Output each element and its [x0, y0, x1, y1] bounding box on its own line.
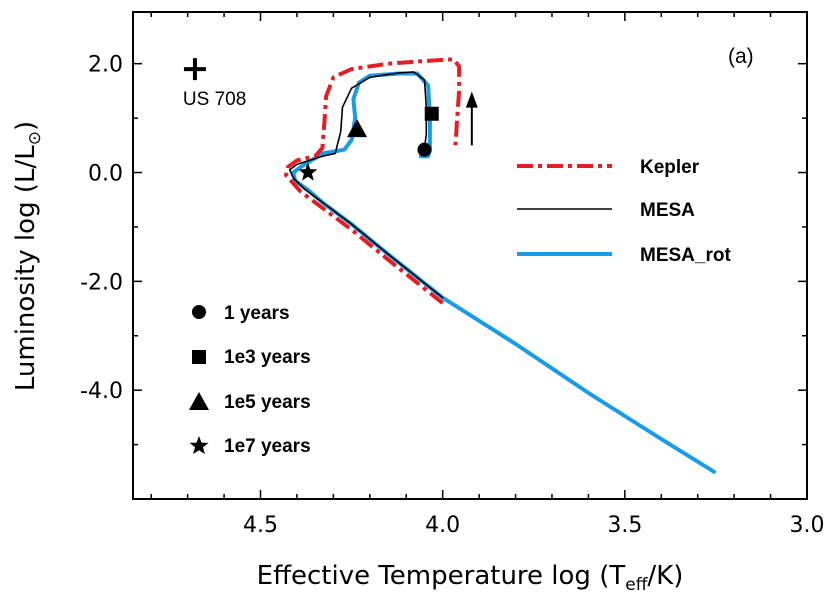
x-axis-label: Effective Temperature log (Teff/K) — [257, 561, 684, 595]
x-axis-label-sub: eff — [625, 575, 648, 595]
marker-legend-triangle-icon — [189, 392, 209, 410]
marker-legend-star-icon — [189, 436, 209, 455]
legend-label-kepler: Kepler — [640, 157, 700, 178]
marker-legend-square-icon — [192, 350, 206, 364]
marker-legend-label-1e3yr: 1e3 years — [224, 347, 311, 368]
marker-legend: 1 years 1e3 years 1e5 years 1e7 years — [189, 303, 311, 457]
evolution-arrow — [465, 91, 478, 146]
marker-triangle-icon — [347, 119, 368, 138]
y-axis-label: Luminosity log (L/L⊙) — [11, 121, 45, 391]
marker-legend-circle-icon — [192, 305, 206, 319]
x-axis-label-suffix: /K) — [647, 561, 683, 591]
y-tick-label: -2.0 — [80, 270, 123, 295]
marker-circle-icon — [417, 142, 432, 157]
panel-label: (a) — [728, 45, 754, 68]
legend-label-mesa-rot: MESA_rot — [640, 245, 731, 266]
y-tick-label: 2.0 — [88, 53, 123, 78]
arrow-head-icon — [465, 91, 478, 108]
us708-point: US 708 — [183, 58, 246, 110]
markers-layer — [298, 106, 439, 181]
y-axis-label-prefix: Luminosity log (L/L — [11, 145, 41, 391]
x-tick-label: 4.0 — [425, 513, 460, 538]
legend-label-mesa: MESA — [640, 200, 695, 221]
legend: Kepler MESA MESA_rot — [517, 157, 731, 266]
series-line-mesa — [288, 71, 444, 299]
y-axis-label-sub: ⊙ — [25, 131, 45, 145]
x-tick-label: 3.5 — [607, 513, 642, 538]
marker-legend-label-1yr: 1 years — [224, 303, 290, 324]
us708-label: US 708 — [183, 89, 246, 110]
x-axis-label-prefix: Effective Temperature log (T — [257, 561, 626, 591]
y-tick-label: -4.0 — [80, 379, 123, 404]
series-line-kepler — [284, 57, 462, 305]
y-axis-label-suffix: ) — [11, 121, 41, 131]
marker-legend-label-1e7yr: 1e7 years — [224, 436, 311, 457]
marker-square-icon — [424, 106, 439, 121]
marker-star-icon — [298, 162, 318, 181]
x-tick-label: 3.0 — [790, 513, 825, 538]
plot-frame — [132, 11, 808, 500]
axis-ticks — [133, 12, 808, 500]
y-tick-label: 0.0 — [88, 162, 123, 187]
axis-tick-labels: 4.5 4.0 3.5 3.0 2.0 0.0 -2.0 -4.0 — [80, 53, 824, 538]
x-tick-label: 4.5 — [243, 513, 278, 538]
series-layer — [284, 57, 717, 474]
marker-legend-label-1e5yr: 1e5 years — [224, 392, 311, 413]
us708-plus-marker — [183, 58, 206, 81]
